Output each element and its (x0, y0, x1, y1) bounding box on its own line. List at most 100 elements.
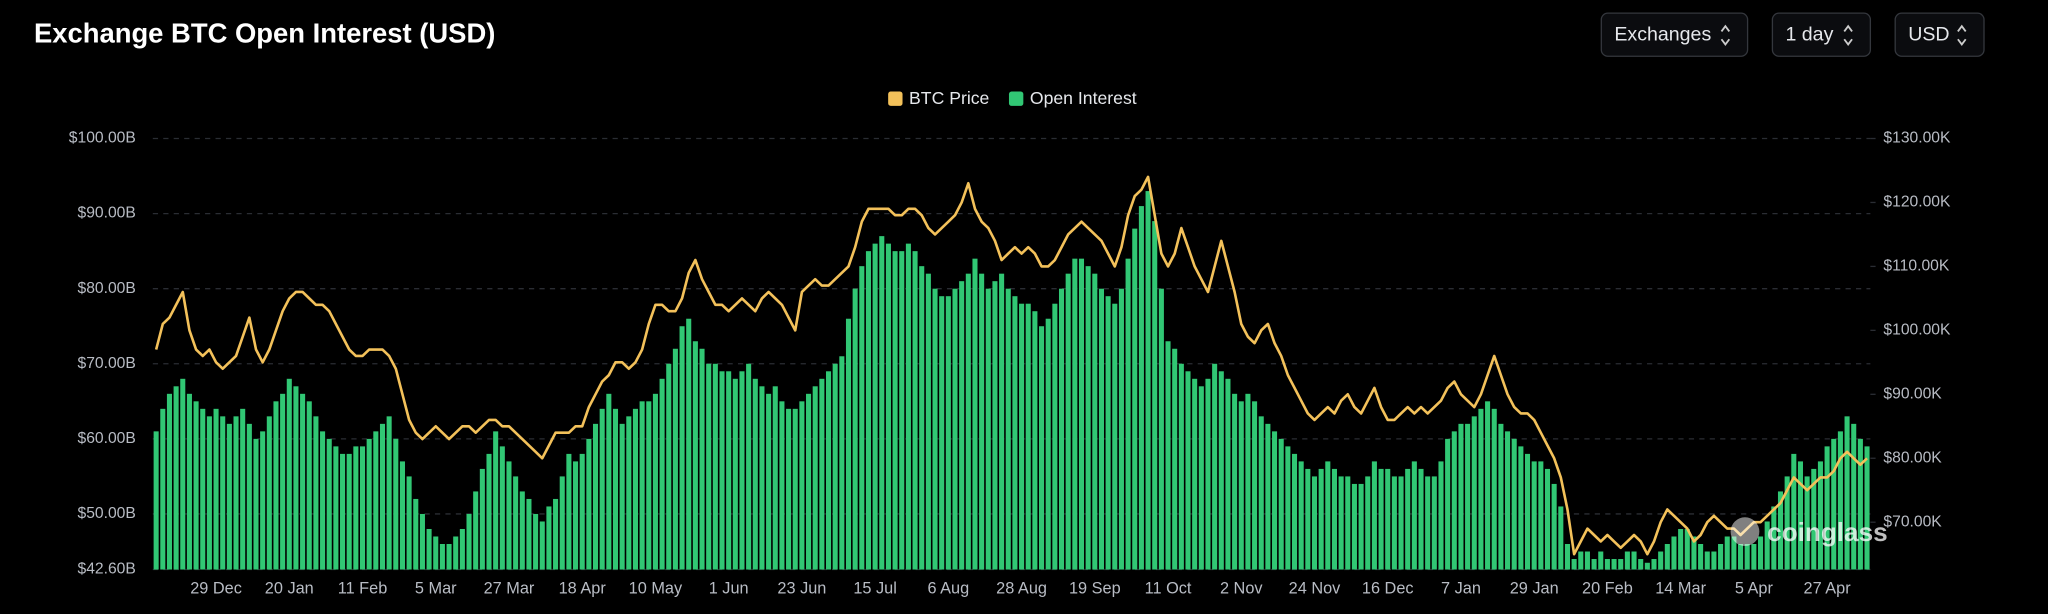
bar (386, 416, 392, 570)
bar (1192, 378, 1198, 570)
bar (1411, 461, 1417, 570)
bar (373, 431, 379, 570)
bar (519, 491, 525, 570)
bar (1791, 453, 1797, 570)
bar (1338, 476, 1344, 570)
bar (1105, 296, 1111, 570)
bar (586, 438, 592, 570)
bar (1325, 461, 1331, 570)
button-label[interactable]: 1 day (1785, 23, 1833, 45)
bar (320, 431, 326, 570)
y2-tick-label: $70.00K (1883, 513, 1942, 530)
currency-button[interactable]: USD (1894, 12, 1985, 57)
button-label[interactable]: USD (1908, 23, 1949, 45)
x-tick-label: 16 Dec (1362, 579, 1414, 597)
legend-swatch (888, 91, 903, 106)
x-tick-label: 29 Jan (1510, 579, 1559, 597)
button-frame[interactable] (1771, 12, 1872, 57)
bar (533, 513, 539, 570)
bar (752, 378, 758, 570)
bar (226, 423, 232, 570)
bar (1378, 468, 1384, 570)
bar (186, 393, 192, 570)
bar (1039, 326, 1045, 570)
bar (659, 378, 665, 570)
bar (1245, 393, 1251, 570)
bar (1032, 311, 1038, 570)
x-tick-label: 2 Nov (1220, 579, 1263, 597)
bar (1471, 416, 1477, 570)
bar (1578, 551, 1584, 570)
y-tick-label: $100.00B (69, 130, 136, 147)
button-label[interactable]: Exchanges (1614, 23, 1711, 45)
bar (1817, 461, 1823, 570)
button-frame[interactable] (1600, 12, 1749, 57)
bar (1704, 551, 1710, 570)
bar (1052, 303, 1058, 570)
bar (1698, 543, 1704, 570)
bar (899, 251, 905, 570)
bar (1731, 536, 1737, 570)
bar (959, 281, 965, 570)
bar (1092, 273, 1098, 570)
bar (266, 416, 272, 570)
bar (1451, 431, 1457, 570)
bar (1544, 468, 1551, 570)
watermark-logo (1730, 517, 1760, 547)
bar (1524, 453, 1531, 570)
bar (1005, 288, 1011, 570)
bar (506, 461, 512, 570)
bar (892, 251, 898, 570)
bar (1012, 296, 1018, 570)
chevron-icon (1957, 24, 1967, 46)
legend-swatch (1008, 91, 1024, 106)
bar (972, 258, 978, 570)
bar (493, 431, 499, 570)
bar (999, 273, 1005, 570)
bar (1132, 228, 1138, 570)
bar (579, 453, 585, 570)
exchanges-button[interactable]: Exchanges (1600, 12, 1749, 57)
bar (919, 266, 925, 570)
bar (1584, 551, 1590, 570)
bar-series (153, 191, 1870, 570)
bar (1391, 476, 1397, 570)
bar (546, 506, 552, 570)
bar (439, 543, 445, 570)
bar (679, 326, 685, 570)
x-tick-label: 1 Jun (709, 579, 749, 597)
bar (346, 453, 352, 570)
y-tick-label: $42.60B (77, 561, 135, 578)
bar (872, 243, 878, 570)
bar (313, 416, 319, 570)
bar (1631, 551, 1637, 570)
bar (1531, 461, 1537, 570)
x-tick-label: 24 Nov (1289, 579, 1342, 597)
bar (333, 446, 339, 570)
bar (592, 423, 599, 570)
bar (1864, 446, 1870, 570)
interval-button[interactable]: 1 day (1771, 12, 1872, 57)
bar (1212, 363, 1218, 570)
bar (1604, 559, 1610, 570)
bar (466, 513, 472, 570)
bar (153, 431, 159, 570)
bar (253, 438, 259, 570)
bar (925, 273, 931, 570)
bar (1458, 423, 1464, 570)
bar (945, 296, 951, 570)
y-tick-label: $60.00B (77, 430, 135, 447)
bar (1505, 431, 1511, 570)
x-tick-label: 20 Feb (1582, 579, 1633, 597)
bar (1764, 521, 1770, 570)
bar (1438, 461, 1444, 570)
bar (652, 393, 658, 570)
x-tick-label: 28 Aug (996, 579, 1047, 597)
bar (1518, 446, 1524, 570)
bar (1831, 438, 1837, 570)
y2-tick-label: $100.00K (1883, 321, 1951, 338)
bar (1491, 408, 1497, 570)
bar (779, 401, 785, 570)
bar (879, 236, 885, 570)
